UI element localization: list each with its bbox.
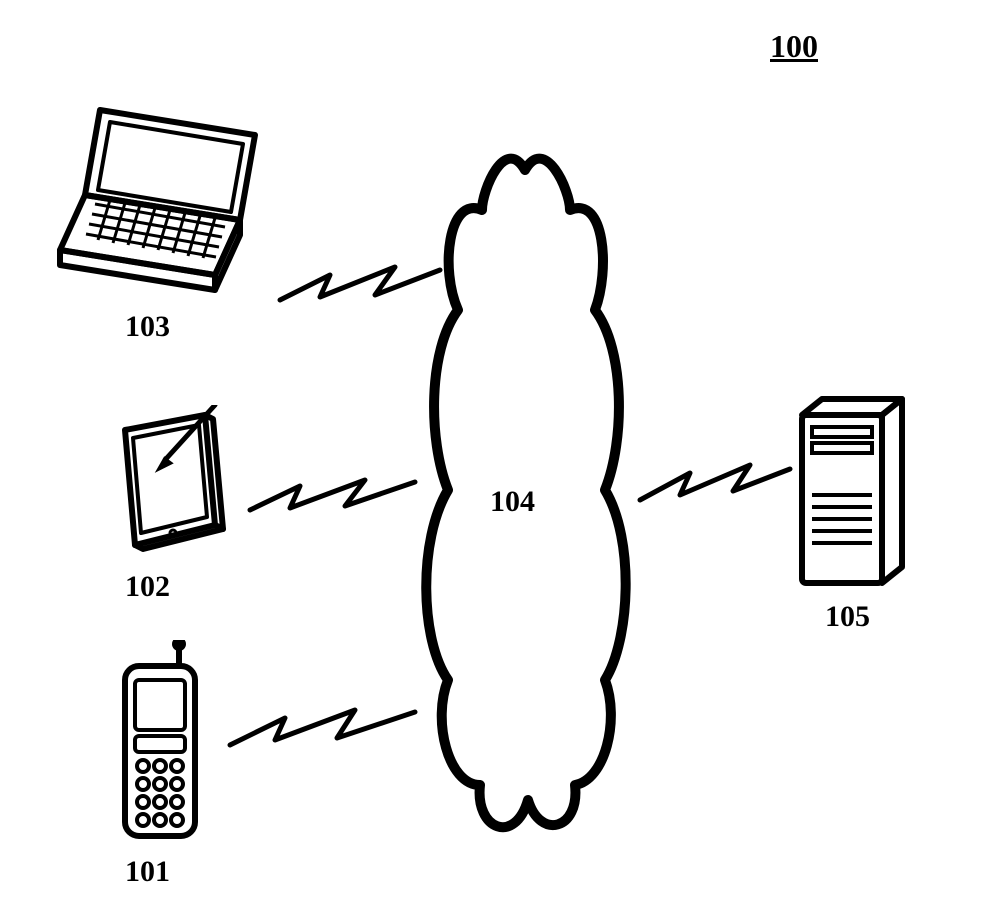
laptop-icon [40,100,280,310]
server-label: 105 [825,600,870,634]
server-icon [790,395,920,595]
tablet-icon [95,405,235,565]
link-cloud-server-icon [635,455,795,520]
link-tablet-cloud-icon [245,470,420,530]
link-laptop-cloud-icon [275,255,445,325]
phone-icon [105,640,215,850]
laptop-label: 103 [125,310,170,344]
link-phone-cloud-icon [225,700,420,765]
tablet-label: 102 [125,570,170,604]
figure-number: 100 [770,28,818,65]
cloud-label: 104 [490,485,535,519]
phone-label: 101 [125,855,170,889]
